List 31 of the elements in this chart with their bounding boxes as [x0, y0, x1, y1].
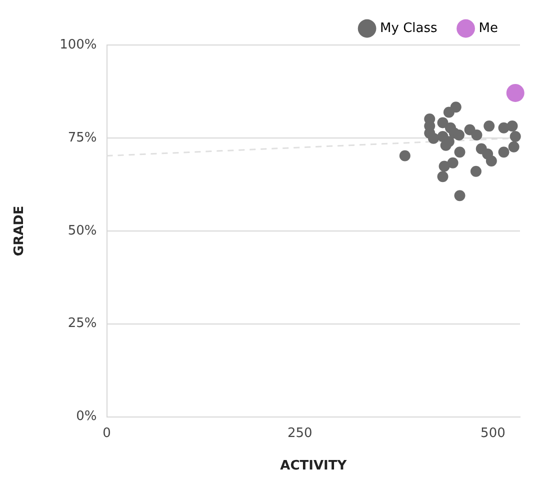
- point: [438, 160, 450, 172]
- point: [450, 102, 462, 113]
- point: [437, 171, 448, 182]
- point: [498, 146, 510, 158]
- point: [453, 129, 464, 140]
- point: [454, 146, 466, 158]
- y-axis-title: GRADE: [12, 206, 28, 256]
- x-axis-title: ACTIVITY: [280, 458, 348, 474]
- point: [510, 130, 521, 142]
- point: [471, 129, 482, 140]
- point: [506, 84, 524, 102]
- y-tick-label: 75%: [68, 130, 97, 146]
- point: [508, 141, 520, 152]
- x-tick-label: 500: [480, 426, 506, 441]
- point: [484, 120, 495, 132]
- point: [437, 117, 448, 128]
- legend-label: Me: [478, 20, 498, 36]
- point: [486, 156, 497, 166]
- point: [506, 120, 518, 132]
- point: [399, 150, 410, 162]
- y-tick-label: 25%: [68, 316, 97, 332]
- x-tick-label: 0: [102, 426, 111, 441]
- point: [470, 166, 482, 177]
- point: [454, 190, 466, 202]
- x-tick-label: 250: [287, 426, 312, 441]
- point: [428, 132, 439, 144]
- y-tick-label: 0%: [76, 409, 97, 424]
- point: [447, 157, 458, 168]
- y-tick-label: 50%: [68, 223, 97, 238]
- y-tick-label: 100%: [60, 37, 97, 52]
- legend-label: My Class: [380, 20, 438, 36]
